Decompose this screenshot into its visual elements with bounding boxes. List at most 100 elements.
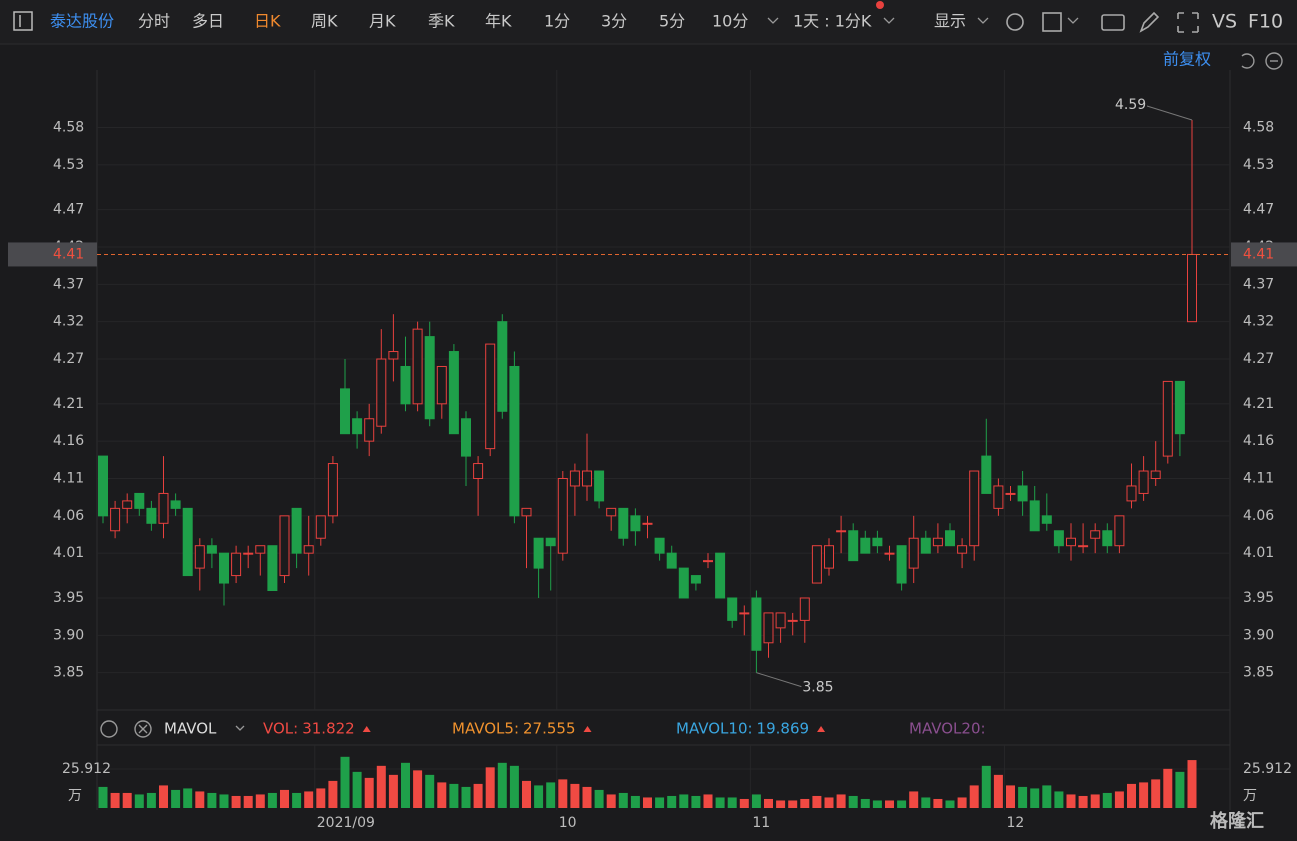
y-tick-label-right: 4.21: [1243, 396, 1274, 412]
indicator-close[interactable]: [134, 720, 152, 738]
volume-bar: [1151, 779, 1161, 808]
volume-bar: [570, 783, 580, 808]
candle-body: [521, 507, 532, 517]
vs-button[interactable]: VS: [1212, 11, 1237, 33]
annotation: 3.85: [802, 680, 833, 696]
volume-bar: [1114, 791, 1124, 808]
sidebar-toggle[interactable]: [13, 11, 33, 31]
y-tick-label: 4.27: [53, 351, 84, 367]
volume-bar: [546, 782, 556, 808]
candle-body: [981, 455, 992, 494]
y-tick-label-right: 4.16: [1243, 433, 1274, 449]
fullscreen-icon[interactable]: [1177, 12, 1199, 33]
y-tick-label: 3.95: [53, 590, 84, 606]
volume-bar: [183, 788, 193, 808]
volume-bar: [582, 786, 592, 808]
display-select[interactable]: 显示: [934, 12, 966, 31]
period-select[interactable]: 1天 : 1分K: [793, 12, 872, 31]
volume-bar: [1042, 785, 1052, 808]
candle-body: [315, 515, 326, 539]
volume-bar: [618, 792, 628, 808]
volume-bar: [146, 792, 156, 808]
tab[interactable]: 年K: [485, 12, 512, 31]
volume-bar: [897, 800, 907, 808]
candle-body: [836, 530, 847, 533]
tab[interactable]: 5分: [659, 12, 685, 31]
candle-body: [231, 552, 242, 577]
tab[interactable]: 10分: [712, 12, 748, 31]
tab[interactable]: 分时: [138, 12, 170, 31]
volume-bar: [449, 783, 459, 808]
volume-bar: [885, 800, 894, 808]
candle-body: [448, 351, 459, 435]
tab[interactable]: 月K: [369, 12, 396, 31]
candle-body: [618, 507, 629, 539]
candle-body: [134, 492, 145, 509]
candle-body: [763, 612, 774, 644]
candle-body: [872, 537, 883, 547]
candle-body: [1102, 530, 1113, 547]
tab[interactable]: 3分: [601, 12, 627, 31]
indicator-dropdown: [235, 725, 245, 731]
candle-body: [267, 545, 278, 592]
volume-bar: [522, 780, 531, 808]
settings-icon[interactable]: [1006, 13, 1024, 31]
volume-bar: [921, 797, 931, 808]
tab[interactable]: 周K: [311, 12, 338, 31]
tab[interactable]: 季K: [428, 12, 455, 31]
candle-body: [594, 470, 605, 502]
candle-body: [957, 545, 968, 554]
y-tick-label-right: 4.11: [1243, 470, 1274, 486]
candle-body: [485, 343, 496, 450]
volume-bar: [776, 800, 786, 808]
volume-tick-label: 25.912: [62, 761, 111, 777]
indicator-name[interactable]: MAVOL: [164, 720, 217, 738]
volume-bar: [388, 774, 398, 808]
candle-body: [376, 358, 387, 427]
adjust-button[interactable]: 前复权: [1163, 50, 1211, 69]
volume-bar: [606, 794, 616, 808]
volume-bar: [957, 797, 967, 808]
candle-body: [424, 336, 435, 420]
volume-bar: [945, 800, 955, 808]
volume-bar: [195, 791, 205, 808]
pen-icon[interactable]: [1139, 11, 1160, 33]
volume-bar: [812, 795, 822, 808]
volume-bar: [1018, 786, 1028, 808]
candle-body: [1138, 470, 1149, 494]
candle-body: [327, 463, 338, 517]
volume-bar: [848, 795, 858, 808]
candle-body: [436, 365, 447, 405]
volume-bar: [485, 767, 495, 808]
volume-bar: [159, 785, 168, 808]
y-tick-label-right: 4.53: [1243, 157, 1274, 173]
stock-name[interactable]: 泰达股份: [50, 12, 114, 31]
volume-unit-right: 万: [1243, 788, 1257, 804]
candle-body: [860, 537, 871, 554]
volume-bar: [969, 785, 979, 808]
candle-body: [158, 492, 169, 524]
tab[interactable]: 1分: [544, 12, 570, 31]
candle-body: [557, 477, 568, 554]
zoom-out-icon[interactable]: [1265, 52, 1283, 70]
tab[interactable]: 多日: [192, 12, 224, 31]
candle-body: [364, 418, 375, 442]
y-tick-label-right: 4.27: [1243, 351, 1274, 367]
y-tick-label-right: 4.01: [1243, 545, 1274, 561]
y-tick-label-right: 4.58: [1243, 120, 1274, 136]
candle-body: [291, 507, 302, 554]
checkbox-icon[interactable]: [1042, 12, 1062, 32]
y-tick-label: 4.32: [53, 314, 84, 330]
candle-body: [279, 515, 290, 577]
volume-bar: [655, 797, 665, 808]
candle-body: [896, 545, 907, 584]
candle-body: [1017, 485, 1028, 502]
indicator-settings[interactable]: [100, 720, 118, 738]
undo-icon[interactable]: [1241, 53, 1255, 69]
candle-body: [219, 552, 229, 584]
f10-button[interactable]: F10: [1248, 11, 1283, 33]
tab[interactable]: 日K: [254, 12, 281, 31]
volume-bar: [909, 791, 919, 808]
camera-icon[interactable]: [1101, 14, 1125, 31]
volume-bar: [630, 795, 640, 808]
